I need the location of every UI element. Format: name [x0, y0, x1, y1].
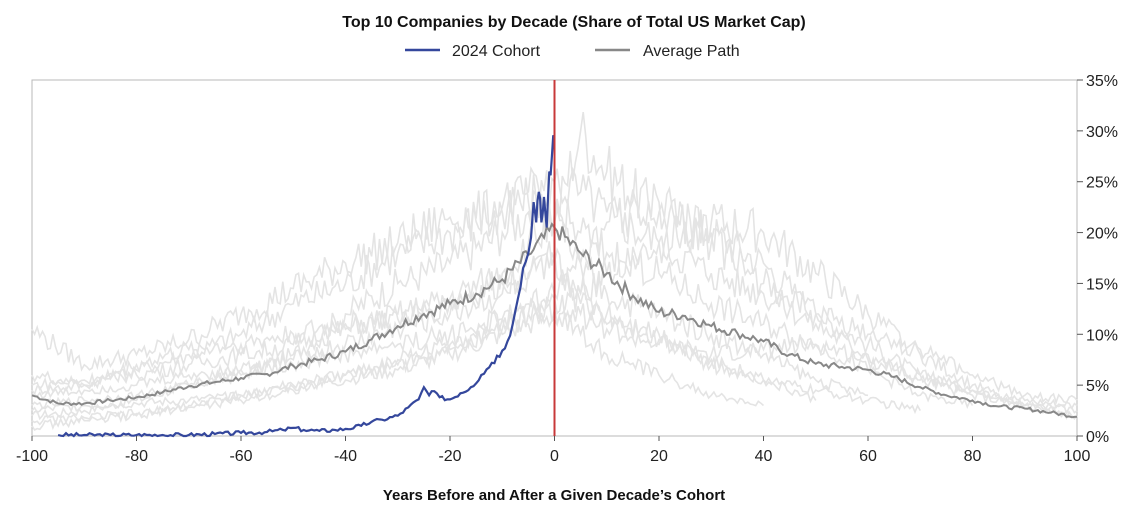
y-tick-label: 25%: [1086, 175, 1118, 192]
y-tick-label: 35%: [1086, 73, 1118, 90]
x-axis-label: Years Before and After a Given Decade’s …: [383, 487, 725, 504]
legend: 2024 Cohort Average Path: [405, 43, 740, 60]
y-tick-label: 10%: [1086, 327, 1118, 344]
y-tick-label: 0%: [1086, 429, 1109, 446]
y-tick-label: 30%: [1086, 124, 1118, 141]
y-tick-label: 20%: [1086, 226, 1118, 243]
background-cohort-line: [31, 204, 869, 397]
x-tick-label: -80: [125, 448, 148, 465]
chart-title: Top 10 Companies by Decade (Share of Tot…: [342, 14, 806, 31]
legend-label-2024-cohort: 2024 Cohort: [452, 43, 541, 60]
plot-area: -100 -80 -60 -40 -20 0 20 40 60 80 100 0% 5% 10% 15% 20…: [16, 73, 1118, 465]
background-cohort-line: [31, 295, 765, 407]
y-tick-label: 15%: [1086, 276, 1118, 293]
x-tick-label: -40: [334, 448, 357, 465]
x-tick-label: 80: [964, 448, 982, 465]
x-tick-label: -100: [16, 448, 48, 465]
x-tick-label: 100: [1064, 448, 1091, 465]
background-cohort-line: [31, 247, 817, 410]
legend-label-average-path: Average Path: [643, 43, 740, 60]
x-tick-label: 60: [859, 448, 877, 465]
x-tick-label: -60: [229, 448, 252, 465]
series-line-2024-cohort: [57, 134, 555, 438]
y-tick-label: 5%: [1086, 378, 1109, 395]
x-tick-label: 0: [550, 448, 559, 465]
x-tick-label: -20: [438, 448, 461, 465]
x-tick-label: 20: [650, 448, 668, 465]
background-cohort-line: [31, 241, 922, 415]
x-tick-label: 40: [755, 448, 773, 465]
